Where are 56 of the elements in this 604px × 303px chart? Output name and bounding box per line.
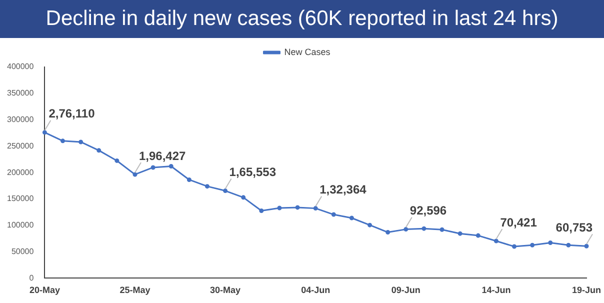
- point: [78, 140, 84, 144]
- point: [458, 231, 462, 236]
- x-tick-label: 19-Jun: [572, 285, 602, 296]
- data-label: 1,65,553: [229, 165, 276, 180]
- x-tick-label: 20-May: [29, 285, 60, 296]
- point: [584, 244, 589, 248]
- point: [404, 227, 408, 232]
- point: [259, 208, 264, 214]
- point: [186, 177, 192, 182]
- point: [530, 242, 535, 248]
- point: [349, 216, 354, 220]
- point: [96, 148, 102, 153]
- point: [114, 158, 120, 163]
- point: [440, 227, 444, 232]
- y-tick-label: 300000: [6, 115, 34, 124]
- y-tick-label: 200000: [6, 168, 34, 177]
- point: [223, 188, 228, 194]
- point: [150, 165, 156, 170]
- y-tick-label: 400000: [6, 62, 34, 72]
- point: [566, 242, 571, 248]
- y-tick-label: 350000: [6, 88, 34, 98]
- y-tick-label: 50000: [11, 247, 34, 256]
- y-tick-label: 250000: [6, 141, 34, 150]
- y-tick-label: 0: [29, 273, 34, 282]
- point: [295, 205, 300, 210]
- data-label: 1,32,364: [320, 182, 367, 197]
- point: [313, 206, 318, 211]
- point: [132, 172, 138, 177]
- point: [476, 233, 480, 238]
- data-label: 92,596: [410, 204, 447, 218]
- legend-label: New Cases: [284, 46, 331, 57]
- point: [386, 230, 390, 235]
- point: [60, 138, 66, 144]
- data-label: 60,753: [556, 220, 593, 234]
- y-tick-label: 150000: [6, 194, 34, 204]
- point: [204, 184, 210, 189]
- point: [422, 226, 426, 231]
- point: [331, 212, 336, 217]
- x-tick-label: 04-Jun: [301, 285, 330, 296]
- point: [368, 222, 372, 228]
- x-tick-label: 09-Jun: [391, 285, 420, 296]
- x-tick-label: 25-May: [120, 285, 150, 296]
- y-tick-label: 100000: [6, 220, 34, 230]
- point: [42, 130, 47, 135]
- point: [548, 240, 553, 246]
- x-tick-label: 30-May: [210, 285, 241, 296]
- data-label: 2,76,110: [48, 106, 96, 121]
- data-label: 70,421: [500, 215, 538, 230]
- point: [241, 195, 246, 200]
- point: [277, 206, 282, 210]
- point: [512, 244, 517, 249]
- x-tick-label: 14-Jun: [482, 285, 511, 296]
- chart-title: Decline in daily new cases (60K reported in last 24 hrs): [0, 0, 604, 38]
- point: [168, 164, 174, 169]
- data-label: 1,96,427: [138, 148, 186, 163]
- point: [494, 238, 498, 244]
